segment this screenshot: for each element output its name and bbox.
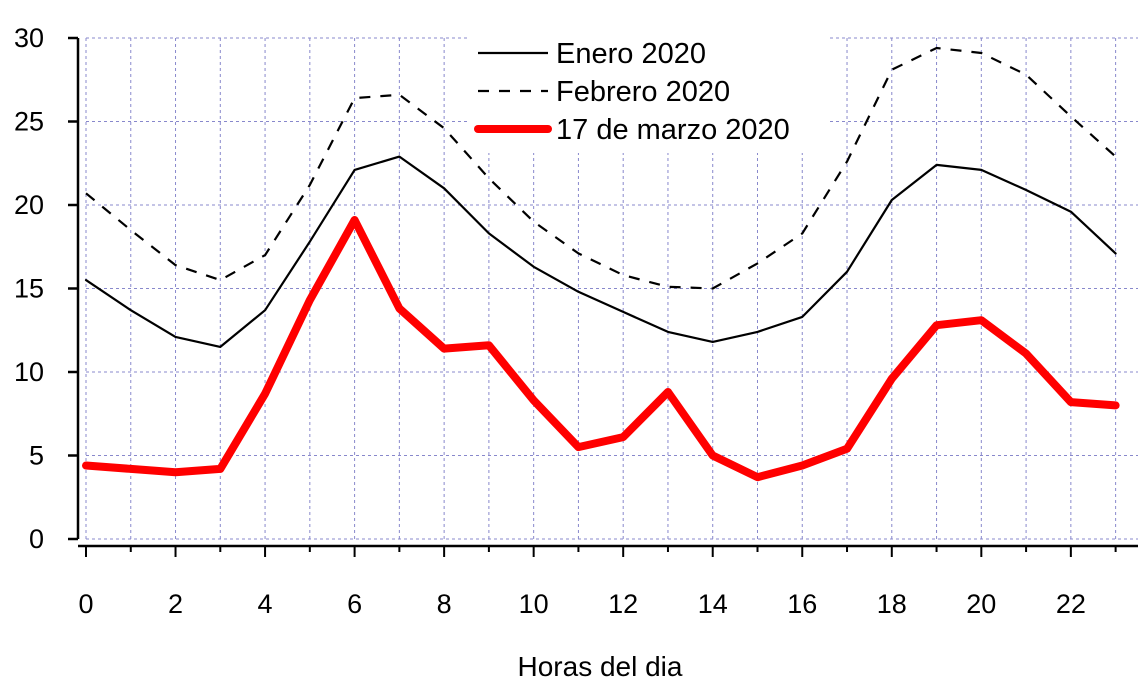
- y-tick-label: 10: [14, 357, 44, 387]
- x-tick-label: 2: [168, 589, 183, 619]
- legend: Enero 2020 Febrero 2020 17 de marzo 2020: [470, 28, 830, 153]
- y-tick-label: 5: [29, 441, 44, 471]
- y-tick-label: 25: [14, 107, 44, 137]
- legend-label-1: Febrero 2020: [556, 76, 730, 108]
- x-tick-label: 18: [877, 589, 907, 619]
- x-tick-label: 12: [608, 589, 638, 619]
- series-line-2: [82, 216, 1120, 482]
- x-tick-label: 10: [519, 589, 549, 619]
- y-tick-label: 15: [14, 274, 44, 304]
- x-tick-label: 0: [78, 589, 93, 619]
- y-tick-label: 0: [29, 524, 44, 554]
- series-line-0: [84, 155, 1117, 348]
- x-tick-label: 6: [347, 589, 362, 619]
- grid-lines: [85, 37, 1138, 540]
- x-tick-label: 4: [258, 589, 273, 619]
- x-tick-label: 16: [787, 589, 817, 619]
- series-lines: [82, 46, 1120, 482]
- x-tick-label: 20: [966, 589, 996, 619]
- x-tick-label: 22: [1056, 589, 1086, 619]
- legend-label-0: Enero 2020: [556, 38, 706, 70]
- x-axis-title: Horas del dia: [518, 651, 683, 682]
- x-tick-label: 8: [437, 589, 452, 619]
- y-tick-label: 20: [14, 190, 44, 220]
- y-tick-label: 30: [14, 23, 44, 53]
- axes: 0 5 10 15 20 25 30 0 2 4 6 8 10 12 14 16 18 20 22: [14, 23, 1138, 619]
- legend-label-2: 17 de marzo 2020: [556, 114, 790, 146]
- x-tick-label: 14: [698, 589, 728, 619]
